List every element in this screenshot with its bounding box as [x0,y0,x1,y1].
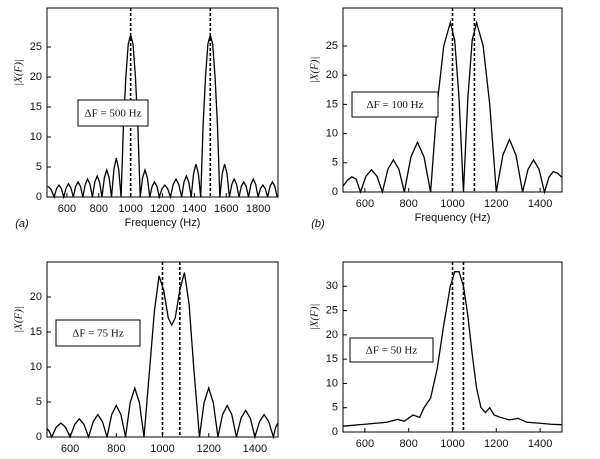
y-axis-label: |X(F)| [309,57,321,84]
panel: 0 5 10 15 20 600 800 1000 1200 1400 ΔF = 75 Hz |X(F… [13,261,279,455]
x-tick-label: 1000 [150,443,174,455]
x-tick-label: 600 [356,198,374,210]
spectrum-line [342,271,563,427]
y-tick-label: 20 [326,69,338,81]
x-tick-label: 1000 [118,203,142,215]
x-tick-label: 1200 [484,198,508,210]
x-tick-label: 1400 [243,443,267,455]
annotation-box [55,319,141,347]
y-tick-label: 25 [30,41,42,53]
x-axis-label: Frequency (Hz) [125,217,201,229]
x-tick-label: 1600 [214,203,238,215]
panel-label: (b) [311,218,325,230]
annotation-box [351,91,439,118]
y-axis-label: |X(F)| [13,59,25,86]
spectrum-line [46,272,279,440]
y-axis-label: |X(F)| [309,304,321,331]
x-tick-label: 800 [400,198,418,210]
annotation: ΔF = 50 Hz [366,345,418,357]
y-tick-label: 15 [30,326,42,338]
y-tick-label: 5 [332,157,338,169]
y-tick-label: 5 [332,402,338,414]
y-tick-label: 15 [30,101,42,113]
x-tick-label: 600 [356,438,374,450]
x-tick-label: 1000 [440,198,464,210]
spectrum-line [47,32,278,200]
y-tick-label: 30 [326,280,338,292]
y-tick-label: 0 [36,431,42,443]
x-tick-label: 1000 [440,438,464,450]
x-tick-label: 1400 [528,198,552,210]
y-tick-label: 20 [30,71,42,83]
y-tick-label: 5 [36,396,42,408]
x-tick-label: 800 [90,203,108,215]
y-tick-label: 15 [326,98,338,110]
y-tick-label: 20 [30,291,42,303]
y-tick-label: 25 [326,40,338,52]
x-tick-label: 600 [61,443,79,455]
y-tick-label: 15 [326,353,338,365]
x-tick-label: 1200 [196,443,220,455]
x-axis-label: Frequency (Hz) [415,212,491,224]
y-tick-label: 0 [332,426,338,438]
y-tick-label: 10 [326,127,338,139]
panel: 0 5 10 15 20 25 600 800 1000 1200 1400 1600 1800 ΔF =… [13,7,279,230]
x-tick-label: 1200 [484,438,508,450]
annotation: ΔF = 500 Hz [85,108,142,120]
y-tick-label: 10 [30,131,42,143]
y-tick-label: 25 [326,304,338,316]
panel: 0 5 10 15 20 25 30 600 800 1000 1200 1400 ΔF = 50 Hz… [309,261,563,450]
x-tick-label: 1400 [182,203,206,215]
panel-label: (a) [15,218,29,230]
x-tick-label: 600 [58,203,76,215]
annotation-box [77,99,149,127]
x-tick-label: 1800 [246,203,270,215]
y-tick-label: 5 [36,161,42,173]
x-tick-label: 1200 [150,203,174,215]
y-tick-label: 10 [326,377,338,389]
annotation: ΔF = 75 Hz [72,328,124,340]
x-tick-label: 800 [107,443,125,455]
annotation: ΔF = 100 Hz [367,99,424,111]
y-axis-label: |X(F)| [13,306,25,333]
y-tick-label: 0 [332,186,338,198]
y-tick-label: 20 [326,329,338,341]
panel: 0 5 10 15 20 25 600 800 1000 1200 1400 ΔF = 100 Hz |… [309,7,563,230]
spectrum-line [342,20,563,195]
x-tick-label: 1400 [528,438,552,450]
x-tick-label: 800 [400,438,418,450]
y-tick-label: 10 [30,361,42,373]
annotation-box [349,337,434,363]
y-tick-label: 0 [36,191,42,203]
